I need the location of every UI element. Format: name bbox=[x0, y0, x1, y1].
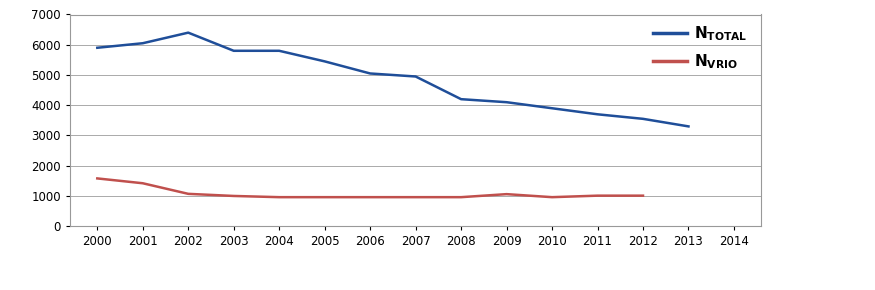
Legend: $\mathbf{N}_{\mathbf{TOTAL}}$, $\mathbf{N}_{\mathbf{VRIO}}$: $\mathbf{N}_{\mathbf{TOTAL}}$, $\mathbf{… bbox=[647, 18, 753, 77]
